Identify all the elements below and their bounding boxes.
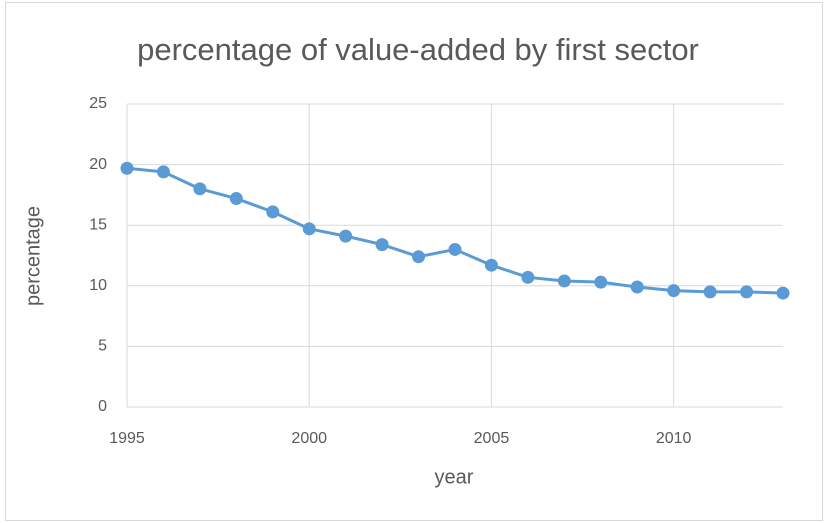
data-point (156, 165, 170, 179)
y-tick-label: 25 (89, 95, 107, 112)
chart-border (5, 2, 823, 521)
data-point (120, 161, 134, 175)
data-point (229, 192, 243, 206)
y-tick-label: 5 (98, 338, 107, 355)
data-point (776, 286, 790, 300)
data-point (448, 242, 462, 256)
x-tick-label: 2005 (474, 430, 510, 447)
data-point (521, 270, 535, 284)
chart-title: percentage of value-added by first secto… (137, 32, 699, 67)
data-point (375, 238, 389, 252)
data-point (484, 258, 498, 272)
data-point (557, 274, 571, 288)
data-point (740, 285, 754, 299)
data-point (667, 284, 681, 298)
x-tick-label: 2010 (656, 430, 692, 447)
data-point (339, 229, 353, 243)
y-tick-label: 10 (89, 277, 107, 294)
y-tick-label: 15 (89, 216, 107, 233)
x-tick-label: 2000 (291, 430, 327, 447)
y-tick-label: 0 (98, 398, 107, 415)
data-point (703, 285, 717, 299)
data-point (302, 222, 316, 236)
data-point (630, 280, 644, 294)
data-point (193, 182, 207, 196)
x-tick-label: 1995 (109, 430, 145, 447)
data-point (594, 275, 608, 289)
data-point (412, 250, 426, 264)
data-point (266, 205, 280, 219)
y-tick-label: 20 (89, 156, 107, 173)
y-axis-label: percentage (22, 206, 44, 306)
x-axis-label: year (435, 466, 474, 488)
